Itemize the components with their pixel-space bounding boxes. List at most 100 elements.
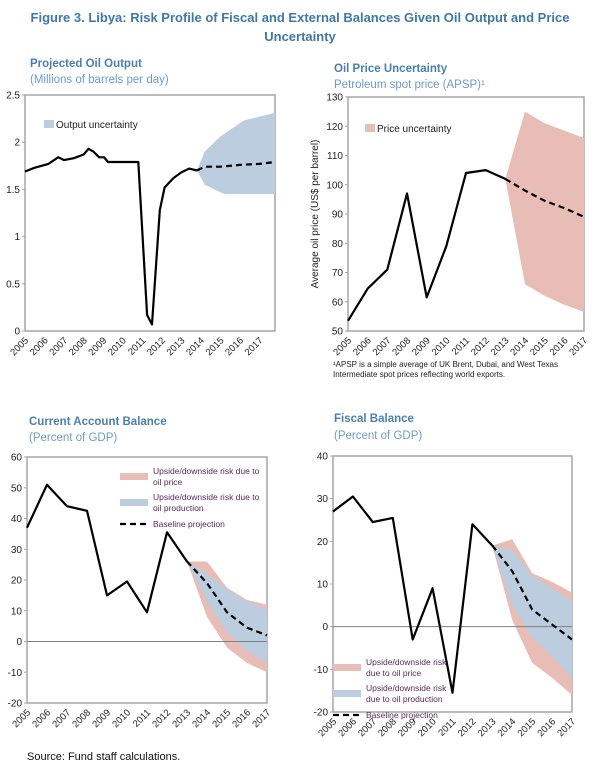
x-tick-label: 2017 <box>250 707 273 730</box>
actual-line <box>26 483 188 614</box>
x-tick-label: 2016 <box>548 335 571 358</box>
x-tick-label: 2013 <box>170 707 193 730</box>
x-tick-label: 2014 <box>184 335 207 358</box>
footnote-apsp: ¹APSP is a simple average of UK Brent, D… <box>333 360 558 379</box>
legend: Output uncertainty <box>44 120 138 131</box>
projection-line <box>196 160 276 172</box>
x-tick-label: 2011 <box>450 335 472 357</box>
y-tick-label: -10 <box>314 665 329 676</box>
x-tick-label: 2009 <box>410 335 433 358</box>
y-tick-label: 2 <box>14 138 20 149</box>
y-tick-label: 2.5 <box>6 91 20 102</box>
x-tick-label: 2007 <box>47 335 70 358</box>
x-tick-label: 2009 <box>87 335 110 358</box>
y-tick-label: 120 <box>326 122 343 133</box>
legend: Price uncertainty <box>365 124 451 135</box>
legend-label: Output uncertainty <box>56 120 138 131</box>
figure-title: Figure 3. Libya: Risk Profile of Fiscal … <box>30 10 570 44</box>
x-tick-label: 2016 <box>535 716 558 739</box>
y-tick-label: 40 <box>317 452 329 463</box>
legend-label: Baseline projection <box>153 519 225 529</box>
chart-oil-price: 5060708090100110120130200520062007200820… <box>310 93 590 359</box>
x-tick-label: 2005 <box>8 335 31 358</box>
x-tick-label: 2011 <box>436 716 458 738</box>
chart-subtitle-oil-price: Petroleum spot price (APSP)¹ <box>334 79 485 91</box>
x-tick-label: 2011 <box>131 707 153 729</box>
x-tick-label: 2015 <box>210 707 233 730</box>
x-tick-label: 2014 <box>496 716 519 739</box>
x-tick-label: 2012 <box>456 716 479 739</box>
y-tick-label: -20 <box>314 708 329 719</box>
chart-subtitle-fiscal-balance: (Percent of GDP) <box>334 430 423 442</box>
x-tick-label: 2011 <box>126 335 148 357</box>
y-tick-label: 100 <box>326 180 343 191</box>
chart-subtitle-oil-output: (Millions of barrels per day) <box>30 74 169 86</box>
y-tick-label: -10 <box>8 668 23 679</box>
x-tick-label: 2016 <box>230 707 253 730</box>
projection-line <box>504 177 585 218</box>
x-tick-label: 2015 <box>528 335 551 358</box>
y-tick-label: 10 <box>11 606 23 617</box>
x-tick-label: 2008 <box>70 707 93 730</box>
legend-swatch-production <box>333 690 361 697</box>
x-tick-label: 2008 <box>67 335 90 358</box>
x-tick-label: 2005 <box>316 716 339 739</box>
x-tick-label: 2007 <box>50 707 73 730</box>
x-tick-label: 2005 <box>331 335 354 358</box>
legend-swatch <box>44 120 54 128</box>
projection-line <box>491 544 573 641</box>
x-tick-label: 2012 <box>145 335 168 358</box>
x-tick-label: 2013 <box>489 335 512 358</box>
x-tick-label: 2017 <box>555 716 578 739</box>
x-tick-label: 2006 <box>30 707 53 730</box>
legend-label: Upside/downside risk due to <box>153 492 260 502</box>
y-tick-label: 30 <box>317 494 329 505</box>
y-tick-label: 0 <box>16 637 22 648</box>
x-tick-label: 2005 <box>10 707 33 730</box>
actual-line <box>24 147 198 326</box>
band-1 <box>492 545 572 678</box>
x-tick-label: 2017 <box>243 335 266 358</box>
x-tick-label: 2014 <box>190 707 213 730</box>
legend-label: due to oil production <box>366 694 443 704</box>
x-tick-label: 2007 <box>371 335 394 358</box>
legend-label: Upside/downside risk <box>366 683 447 693</box>
x-tick-label: 2014 <box>508 335 531 358</box>
y-tick-label: 70 <box>332 268 344 279</box>
y-tick-label: -20 <box>8 699 23 710</box>
legend-swatch-price <box>120 473 148 480</box>
source-note: Source: Fund staff calculations. <box>27 751 181 763</box>
actual-line <box>332 495 494 694</box>
chart-title-oil-price: Oil Price Uncertainty <box>334 63 448 75</box>
legend-label: oil price <box>153 477 183 487</box>
band-0 <box>505 111 584 312</box>
plot-area <box>26 456 268 704</box>
chart-title-oil-output: Projected Oil Output <box>30 58 142 70</box>
x-tick-label: 2013 <box>476 716 499 739</box>
x-tick-label: 2015 <box>516 716 539 739</box>
x-tick-label: 2009 <box>90 707 113 730</box>
legend-label: Upside/downside risk <box>366 657 447 667</box>
y-tick-label: 1.5 <box>6 185 20 196</box>
legend-label: Price uncertainty <box>377 124 451 135</box>
chart-title-current-account: Current Account Balance <box>29 416 167 428</box>
x-tick-label: 2012 <box>150 707 173 730</box>
y-axis-label: Average oil price (US$ per barrel) <box>310 140 321 289</box>
y-tick-label: 40 <box>11 514 23 525</box>
legend-swatch-price <box>333 664 361 671</box>
x-tick-label: 2013 <box>165 335 188 358</box>
legend-label: due to oil price <box>366 668 422 678</box>
y-tick-label: 1 <box>14 232 20 243</box>
x-tick-label: 2015 <box>204 335 227 358</box>
legend-label: Baseline projection <box>366 710 438 720</box>
chart-current-account: -20-100102030405060200520062007200820092… <box>8 453 274 731</box>
y-tick-label: 60 <box>332 297 344 308</box>
y-tick-label: 0.5 <box>6 279 20 290</box>
x-tick-label: 2010 <box>110 707 133 730</box>
legend-label: Upside/downside risk due to <box>153 466 260 476</box>
chart-title-fiscal-balance: Fiscal Balance <box>334 413 414 425</box>
y-tick-label: 30 <box>11 545 23 556</box>
